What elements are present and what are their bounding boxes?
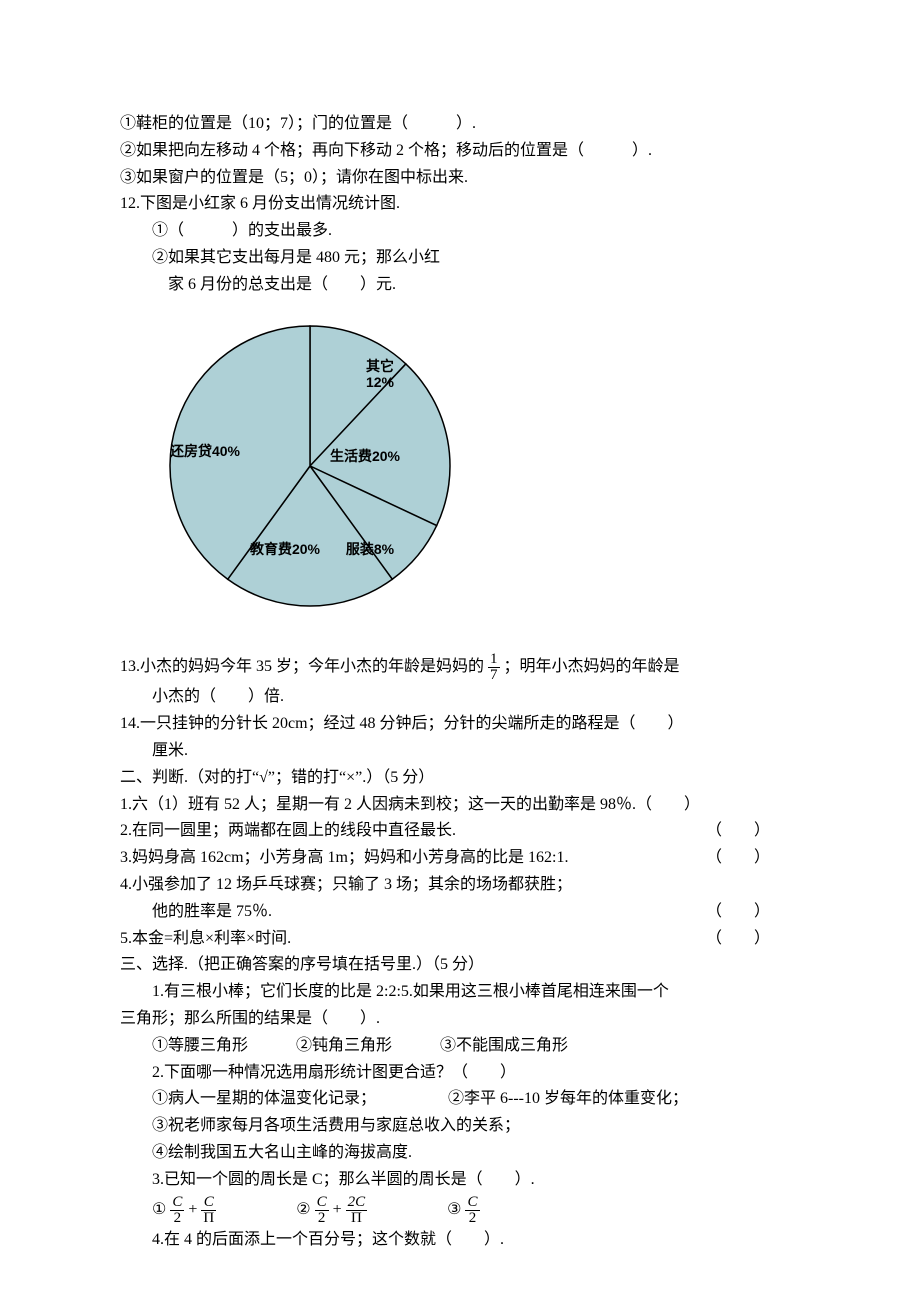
q13b: ；明年小杰妈妈的年龄是 (504, 659, 680, 676)
c2-opt2: ②李平 6---10 岁每年的体重变化； (448, 1087, 688, 1112)
svg-text:服装8%: 服装8% (346, 541, 395, 557)
c3-opt3: ③ C2 (447, 1195, 479, 1226)
q12: 12.下图是小红家 6 月份支出情况统计图. (120, 192, 800, 217)
judge2-row: 2.在同一圆里；两端都在圆上的线段中直径最长. （ ） (120, 819, 800, 844)
c2-opt3: ③祝老师家每月各项生活费用与家庭总收入的关系； (120, 1114, 800, 1139)
q13: 13.小杰的妈妈今年 35 岁；今年小杰的年龄是妈妈的 1 7 ；明年小杰妈妈的… (120, 652, 800, 683)
q14b: 厘米. (120, 739, 800, 764)
page-root: ①鞋柜的位置是（10；7）；门的位置是（ ）. ②如果把向左移动 4 个格；再向… (0, 0, 920, 1314)
svg-text:其它: 其它 (366, 358, 394, 374)
judge5: 5.本金=利息×利率×时间. (120, 930, 291, 947)
judge4b-row: 他的胜率是 75％. （ ） (120, 900, 800, 925)
q13-frac-den: 7 (488, 668, 500, 683)
svg-text:还房贷40%: 还房贷40% (169, 443, 241, 459)
judge3-row: 3.妈妈身高 162cm；小芳身高 1m；妈妈和小芳身高的比是 162:1. （… (120, 846, 800, 871)
q-move: ②如果把向左移动 4 个格；再向下移动 2 个格；移动后的位置是（ ）. (120, 139, 800, 164)
q12-sub2b: 家 6 月份的总支出是（ ）元. (120, 273, 800, 298)
c3-opt2: ② C2 + 2CΠ (296, 1195, 367, 1226)
q12-sub2a: ②如果其它支出每月是 480 元；那么小红 (120, 246, 800, 271)
q12-sub1: ①（ ）的支出最多. (120, 219, 800, 244)
q13a: 13.小杰的妈妈今年 35 岁；今年小杰的年龄是妈妈的 (120, 659, 484, 676)
q-window: ③如果窗户的位置是（5；0）；请你在图中标出来. (120, 166, 800, 191)
judge3: 3.妈妈身高 162cm；小芳身高 1m；妈妈和小芳身高的比是 162:1. (120, 849, 568, 866)
q13-frac-num: 1 (488, 652, 500, 668)
svg-text:生活费20%: 生活费20% (330, 448, 401, 464)
c3: 3.已知一个圆的周长是 C；那么半圆的周长是（ ）. (120, 1168, 800, 1193)
svg-text:12%: 12% (366, 374, 395, 390)
c1b: 三角形；那么所围的结果是（ ）. (120, 1007, 800, 1032)
c3-opt1: ① C2 + CΠ (152, 1195, 216, 1226)
judge1: 1.六（1）班有 52 人；星期一有 2 人因病未到校；这一天的出勤率是 98％… (120, 793, 800, 818)
svg-text:教育费20%: 教育费20% (250, 541, 321, 557)
c1-opt3: ③不能围成三角形 (440, 1034, 568, 1059)
q14a: 14.一只挂钟的分针长 20cm；经过 48 分钟后；分针的尖端所走的路程是（ … (120, 712, 800, 737)
judge4a: 4.小强参加了 12 场乒乓球赛；只输了 3 场；其余的场场都获胜； (120, 873, 800, 898)
c1-options: ①等腰三角形 ②钝角三角形 ③不能围成三角形 (120, 1034, 800, 1059)
c1-opt1: ①等腰三角形 (152, 1034, 248, 1059)
section3-title: 三、选择.（把正确答案的序号填在括号里.）（5 分） (120, 953, 800, 978)
c3-options: ① C2 + CΠ ② C2 + 2CΠ ③ C2 (120, 1195, 800, 1226)
c2-row1: ①病人一星期的体温变化记录； ②李平 6---10 岁每年的体重变化； (120, 1087, 800, 1112)
c1-opt2: ②钝角三角形 (296, 1034, 392, 1059)
section2-title: 二、判断.（对的打“√”；错的打“×”.）（5 分） (120, 766, 800, 791)
q13c: 小杰的（ ）倍. (120, 685, 800, 710)
c1a: 1.有三根小棒；它们长度的比是 2:2:5.如果用这三根小棒首尾相连来围一个 (120, 980, 800, 1005)
c4: 4.在 4 的后面添上一个百分号；这个数就（ ）. (120, 1228, 800, 1253)
judge4b: 他的胜率是 75％. (152, 903, 272, 920)
c2-opt4: ④绘制我国五大名山主峰的海拔高度. (120, 1141, 800, 1166)
judge5-row: 5.本金=利息×利率×时间. （ ） (120, 927, 800, 952)
judge2: 2.在同一圆里；两端都在圆上的线段中直径最长. (120, 822, 456, 839)
judge5-paren: （ ） (706, 927, 770, 952)
q13-fraction: 1 7 (488, 652, 500, 683)
q-shoecab: ①鞋柜的位置是（10；7）；门的位置是（ ）. (120, 112, 800, 137)
c2-opt1: ①病人一星期的体温变化记录； (152, 1087, 376, 1112)
judge2-paren: （ ） (706, 819, 770, 844)
judge3-paren: （ ） (706, 846, 770, 871)
c2: 2.下面哪一种情况选用扇形统计图更合适？（ ） (120, 1061, 800, 1086)
judge4b-paren: （ ） (706, 900, 770, 925)
pie-chart: 其它12% 生活费20% 服装8% 教育费20% 还房贷40% (140, 306, 800, 645)
